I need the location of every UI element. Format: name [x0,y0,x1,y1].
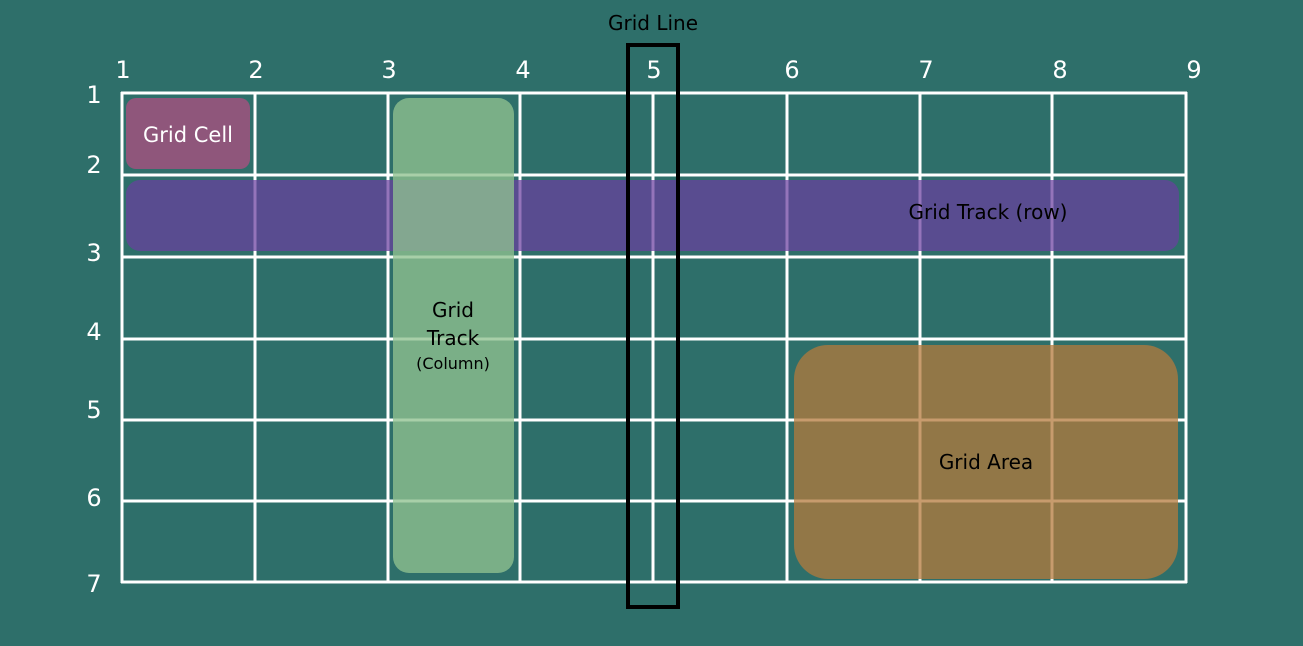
column-number: 1 [115,56,130,84]
grid-track-column-label-line3: (Column) [416,354,490,373]
grid-track-row-label: Grid Track (row) [908,200,1067,224]
column-number: 2 [248,56,263,84]
grid-area-box [794,345,1178,579]
row-numbers: 1 2 3 4 5 6 7 [86,81,101,598]
column-number: 6 [784,56,799,84]
grid-line-title: Grid Line [608,11,698,35]
grid-cell-label: Grid Cell [143,123,233,147]
row-number: 3 [86,239,101,267]
grid-cell-box [126,98,250,169]
column-number: 5 [646,56,661,84]
grid-track-column-label-line2: Track [426,326,480,350]
grid-line-highlight-box [626,43,680,609]
grid-track-column-label-line1: Grid [432,298,474,322]
column-number: 9 [1186,56,1201,84]
column-number: 3 [381,56,396,84]
grid-track-row-box [126,180,1179,251]
grid-area-label: Grid Area [939,450,1033,474]
column-number: 8 [1052,56,1067,84]
column-number: 4 [515,56,530,84]
row-number: 6 [86,484,101,512]
column-number: 7 [918,56,933,84]
column-numbers: 1 2 3 4 5 6 7 8 9 [115,56,1201,84]
grid-track-column-box [393,98,514,573]
row-number: 1 [86,81,101,109]
row-number: 7 [86,570,101,598]
row-number: 4 [86,318,101,346]
row-number: 5 [86,396,101,424]
row-number: 2 [86,151,101,179]
